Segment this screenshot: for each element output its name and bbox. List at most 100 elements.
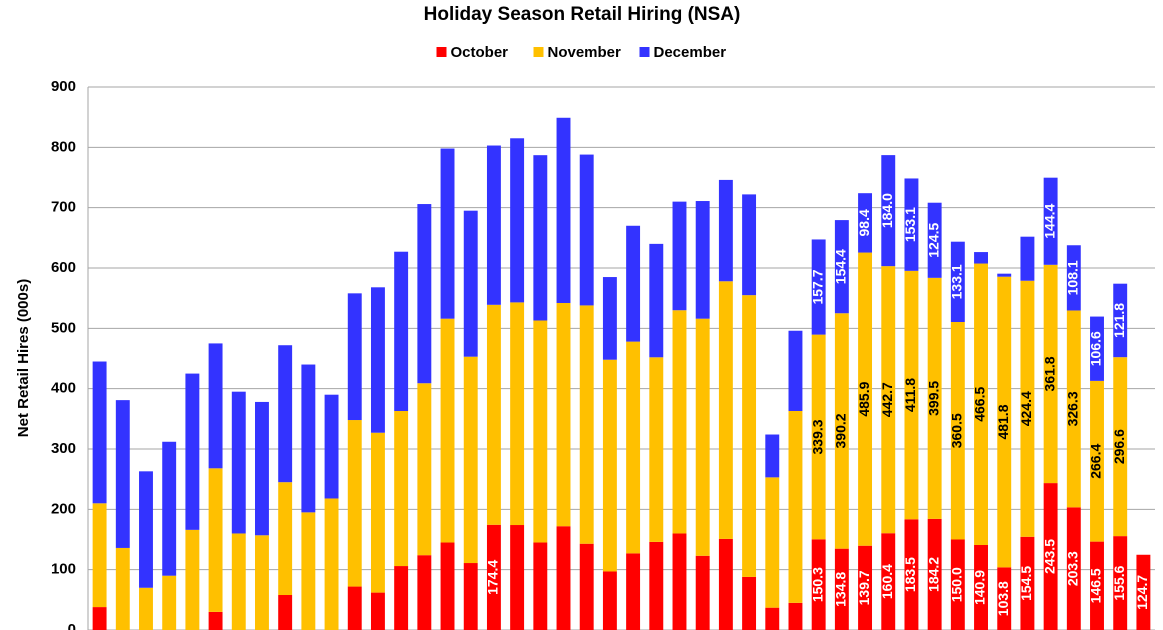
bar-segment [672,201,687,311]
bar-segment [301,364,316,513]
bar-segment [162,575,177,630]
legend-label: December [654,44,727,61]
bar-segment [974,252,988,264]
bar-segment [533,542,548,630]
bar-segment [185,529,200,630]
bar-segment [1043,264,1058,484]
bar-segment [92,503,107,608]
data-label: 174.4 [485,560,501,595]
data-label: 108.1 [1065,260,1081,295]
bar-segment [742,194,757,296]
data-label: 157.7 [809,269,825,304]
bar-segment [950,539,965,630]
bar-segment [162,441,177,576]
bar-segment [139,471,153,588]
bar-segment [881,533,896,630]
bar-segment [742,295,757,577]
bar-segment [765,434,780,478]
bar-segment [185,373,200,530]
data-label: 360.5 [949,413,965,448]
bar-segment [278,482,293,596]
y-tick-label: 700 [51,199,76,216]
bar-segment [370,592,385,630]
bar-segment [115,547,130,630]
data-label: 124.7 [1134,575,1150,610]
bar-segment [626,225,641,342]
bar-segment [394,410,409,567]
bar-segment [811,334,826,540]
data-label: 144.4 [1041,204,1057,239]
bar-segment [881,266,896,534]
bar-segment [301,512,316,630]
bar-segment [904,270,919,520]
bar-segment [417,555,432,630]
bar-segment [347,586,362,630]
data-label: 133.1 [949,264,965,299]
bar-segment [533,320,548,543]
bar-segment [510,525,525,630]
data-label: 154.4 [833,249,849,284]
legend-swatch [533,47,544,57]
data-label: 411.8 [902,378,918,412]
data-label: 399.5 [925,381,941,416]
bar-segment [858,193,873,253]
data-label: 326.3 [1065,391,1081,426]
bar-segment [974,263,988,545]
bar-segment [834,548,849,630]
data-label: 296.6 [1111,429,1127,464]
bar-segment [231,533,246,630]
bar-segment [510,138,525,303]
bar-segment [602,359,617,572]
data-label: 154.5 [1018,566,1034,601]
data-label: 339.3 [809,419,825,454]
bar-segment [950,241,965,322]
bar-segment [1113,283,1128,358]
y-tick-label: 400 [51,380,76,397]
bar-segment [115,400,130,548]
data-label: 481.8 [995,404,1011,439]
bar-segment [788,602,803,630]
bar-segment [881,155,896,267]
bar-segment [579,305,594,544]
bar-segment [556,302,571,527]
data-label: 485.9 [856,381,872,416]
y-tick-label: 500 [51,319,76,336]
y-tick-label: 600 [51,259,76,276]
bar-segment [1066,245,1081,311]
bar-segment [139,587,153,630]
data-label: 361.8 [1041,356,1057,391]
data-label: 390.2 [833,413,849,448]
bar-segment [92,361,107,504]
y-tick-label: 800 [51,138,76,155]
legend-label: October [451,44,509,61]
bar-segment [811,539,826,630]
bar-segment [579,154,594,306]
bar-segment [255,535,269,630]
bar-segment [1066,507,1081,630]
data-label: 150.0 [949,567,965,602]
bar-segment [765,607,780,630]
bar-segment [440,318,455,543]
data-label: 146.5 [1088,568,1104,603]
data-label: 184.0 [879,193,895,228]
bar-segment [858,252,873,546]
bar-segment [1090,541,1104,630]
data-label: 98.4 [856,209,872,236]
legend-swatch [639,47,650,57]
bar-segment [626,341,641,554]
data-label: 103.8 [995,581,1011,616]
bar-segment [440,542,455,630]
bar-segment [533,155,548,321]
bar-segment [602,571,617,630]
data-label: 124.5 [925,223,941,258]
bar-segment [370,432,385,593]
bar-segment [1020,280,1035,537]
data-label: 203.3 [1065,551,1081,586]
data-label: 153.1 [902,207,918,242]
data-label: 160.4 [879,564,895,599]
bar-segment [718,281,733,539]
bar-segment [463,210,478,357]
bar-segment [394,251,409,411]
bar-segment [510,302,525,526]
